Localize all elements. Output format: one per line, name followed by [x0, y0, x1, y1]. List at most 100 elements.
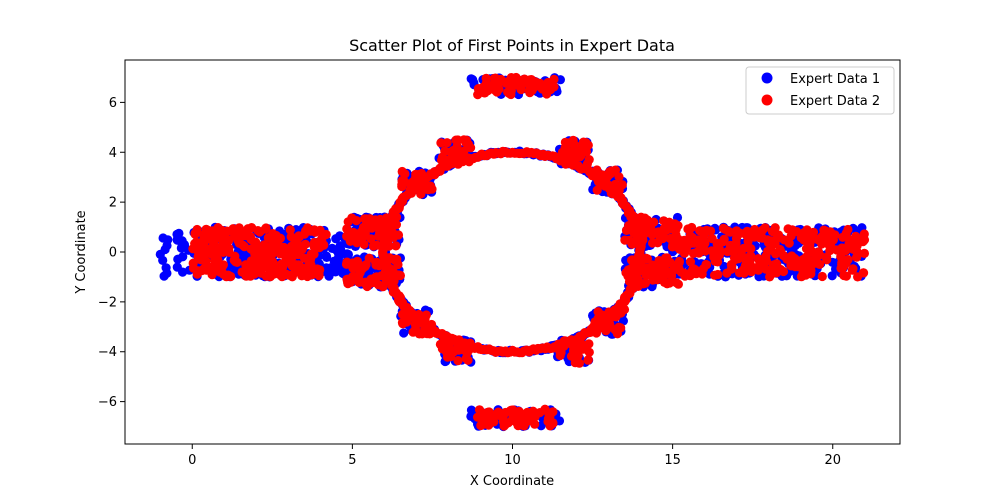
- legend-marker-series-2: [761, 94, 773, 106]
- point-series-2: [755, 233, 765, 243]
- point-series-2: [435, 339, 445, 349]
- point-series-2: [805, 237, 815, 247]
- point-series-2: [271, 230, 281, 241]
- point-series-2: [616, 308, 626, 318]
- point-series-2: [213, 254, 223, 265]
- point-series-2: [548, 418, 558, 428]
- point-series-2: [563, 157, 573, 167]
- point-series-2: [411, 320, 421, 330]
- legend-label-series-1: Expert Data 1: [790, 72, 880, 87]
- point-series-2: [514, 414, 524, 424]
- point-series-2: [348, 263, 358, 273]
- point-series-2: [375, 230, 385, 240]
- point-series-2: [607, 189, 618, 199]
- point-series-2: [378, 282, 388, 292]
- point-series-2: [837, 243, 847, 253]
- point-series-2: [800, 258, 810, 268]
- point-series-2: [757, 225, 768, 235]
- point-series-2: [261, 223, 271, 233]
- point-series-2: [714, 250, 725, 260]
- y-tick-label: 6: [109, 96, 117, 111]
- chart-title: Scatter Plot of First Points in Expert D…: [349, 36, 675, 55]
- point-series-2: [817, 271, 827, 282]
- point-series-2: [237, 231, 247, 241]
- point-series-2: [689, 264, 699, 274]
- point-series-2: [382, 238, 392, 248]
- point-series-2: [317, 234, 327, 244]
- y-tick-label: −2: [98, 295, 117, 310]
- point-series-1: [324, 271, 334, 281]
- point-series-2: [576, 150, 586, 160]
- point-series-2: [712, 238, 723, 249]
- point-series-2: [792, 227, 802, 237]
- point-series-2: [278, 262, 288, 272]
- point-series-2: [648, 271, 658, 281]
- point-series-2: [727, 261, 737, 272]
- point-series-2: [825, 246, 835, 256]
- point-series-2: [217, 268, 228, 278]
- point-series-2: [488, 80, 498, 90]
- point-series-2: [852, 250, 863, 260]
- point-series-2: [287, 252, 297, 262]
- point-series-2: [687, 222, 697, 233]
- point-series-1: [162, 240, 172, 251]
- point-series-1: [827, 271, 837, 281]
- point-series-2: [662, 225, 672, 235]
- point-series-2: [364, 215, 375, 225]
- point-series-2: [734, 268, 745, 278]
- point-series-2: [529, 80, 539, 90]
- point-series-1: [172, 262, 182, 272]
- point-series-2: [212, 246, 222, 256]
- point-series-2: [442, 138, 452, 148]
- point-series-2: [453, 356, 463, 366]
- point-series-2: [787, 251, 797, 261]
- point-series-2: [775, 244, 785, 255]
- point-series-2: [667, 271, 677, 281]
- point-series-2: [206, 234, 216, 244]
- data-points: [155, 72, 870, 432]
- point-series-2: [222, 226, 232, 236]
- point-series-2: [626, 212, 636, 222]
- point-series-2: [570, 358, 580, 368]
- point-series-2: [198, 230, 209, 240]
- point-series-2: [673, 279, 684, 289]
- point-series-2: [627, 255, 637, 265]
- point-series-2: [778, 266, 789, 277]
- point-series-2: [299, 266, 309, 276]
- point-series-2: [506, 80, 516, 90]
- point-series-2: [262, 257, 272, 267]
- point-series-1: [466, 405, 477, 415]
- point-series-2: [224, 243, 234, 253]
- point-series-2: [853, 272, 863, 282]
- point-series-2: [666, 258, 676, 268]
- point-series-2: [566, 337, 576, 347]
- point-series-2: [365, 223, 375, 233]
- point-series-2: [761, 251, 771, 261]
- point-series-2: [410, 173, 421, 183]
- point-series-2: [207, 270, 217, 280]
- point-series-2: [732, 226, 742, 236]
- point-series-2: [388, 228, 398, 238]
- point-series-2: [859, 248, 870, 258]
- point-series-2: [234, 238, 244, 248]
- point-series-2: [217, 234, 227, 244]
- point-series-2: [519, 421, 529, 431]
- point-series-1: [321, 251, 331, 261]
- point-series-2: [564, 138, 575, 148]
- point-series-2: [299, 229, 310, 239]
- point-series-2: [665, 278, 675, 288]
- point-series-2: [194, 248, 204, 258]
- point-series-2: [247, 263, 257, 273]
- point-series-2: [848, 264, 858, 274]
- point-series-1: [161, 263, 171, 273]
- x-tick-label: 5: [348, 453, 356, 468]
- point-series-2: [256, 268, 266, 278]
- point-series-2: [815, 259, 825, 269]
- y-tick-label: −4: [98, 345, 117, 360]
- point-series-2: [465, 338, 475, 348]
- point-series-2: [673, 263, 683, 273]
- point-series-2: [226, 271, 236, 282]
- point-series-2: [620, 235, 630, 245]
- point-series-2: [596, 311, 606, 321]
